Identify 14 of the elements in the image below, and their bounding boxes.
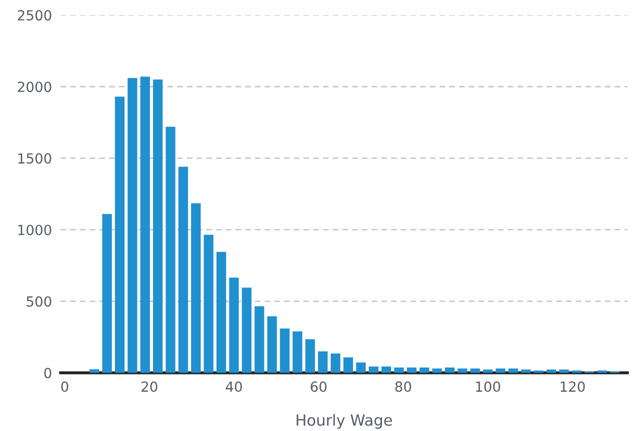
- y-tick-label: 1000: [18, 224, 52, 236]
- y-tick-label: 1500: [18, 153, 52, 164]
- x-tick-label: 40: [226, 381, 242, 392]
- x-tick-label: 80: [395, 381, 412, 392]
- x-tick-label: 120: [560, 381, 585, 392]
- x-tick-label: 0: [61, 381, 68, 392]
- x-tick-label: 60: [310, 381, 327, 392]
- y-tick-label: 0: [44, 368, 52, 378]
- x-tick-label: 20: [142, 381, 158, 392]
- y-tick-label: 2500: [18, 10, 52, 21]
- y-tick-label: 2000: [18, 82, 52, 92]
- x-tick-label: 100: [476, 381, 500, 392]
- y-tick-label: 500: [26, 296, 52, 307]
- x-axis-title: Hourly Wage: [296, 414, 392, 429]
